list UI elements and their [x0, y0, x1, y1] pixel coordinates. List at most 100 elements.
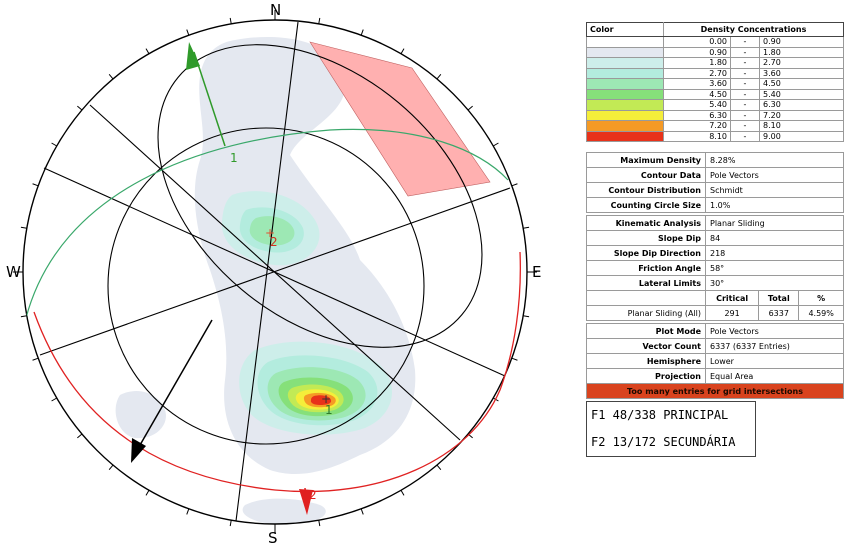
degree-tick — [32, 357, 39, 361]
legend-swatch — [586, 36, 664, 48]
critical-value: 291 — [704, 305, 760, 321]
table-row: Lateral Limits 30° — [586, 275, 844, 291]
pole-1-label: 1 — [325, 403, 333, 417]
contour-level-1b — [115, 390, 166, 439]
legend-swatch — [586, 130, 664, 142]
legend-max: 3.60 — [759, 67, 844, 79]
legend-sep: - — [730, 109, 760, 121]
great-circle-plane-2 — [33, 251, 521, 493]
legend-row: 4.50-5.40 — [586, 88, 844, 100]
table-row: Counting Circle Size 1.0% — [586, 197, 844, 213]
table-row: Slope Dip 84 — [586, 230, 844, 246]
contour-level-9 — [310, 395, 332, 405]
grid-warning: Too many entries for grid intersections — [586, 383, 844, 399]
legend-max: 0.90 — [759, 36, 844, 48]
degree-tick — [186, 29, 190, 36]
legend-row: 2.70-3.60 — [586, 67, 844, 79]
percent-value: 4.59% — [798, 305, 844, 321]
planar-sliding-row-label: Planar Sliding (All) — [586, 305, 706, 321]
legend-sep: - — [730, 57, 760, 69]
legend-row: 6.30-7.20 — [586, 109, 844, 121]
contour-distribution-label: Contour Distribution — [586, 182, 706, 198]
svg-text:+: + — [321, 392, 331, 406]
table-row: Planar Sliding (All) 291 6337 4.59% — [586, 305, 844, 321]
contour-data-value: Pole Vectors — [705, 167, 844, 183]
critical-header: Critical — [704, 290, 760, 306]
legend-max: 1.80 — [759, 46, 844, 58]
legend-min: 2.70 — [663, 67, 731, 79]
legend-swatch — [586, 57, 664, 69]
legend-sep: - — [730, 88, 760, 100]
legend-row: 0.90-1.80 — [586, 46, 844, 58]
degree-tick — [523, 226, 530, 229]
vector-count-value: 6337 (6337 Entries) — [705, 338, 844, 354]
degree-tick — [360, 508, 364, 515]
contour-data-label: Contour Data — [586, 167, 706, 183]
set-f2-text: F2 13/172 SECUNDÁRIA — [591, 435, 736, 449]
plane-1-label: 1 — [230, 151, 238, 165]
legend-row: 3.60-4.50 — [586, 78, 844, 90]
degree-tick — [108, 464, 114, 470]
legend-density-header: Density Concentrations — [663, 22, 844, 37]
legend-min: 7.20 — [663, 120, 731, 132]
contour-info-table: Maximum Density 8.28% Contour Data Pole … — [586, 152, 844, 213]
legend-rows: 0.00-0.90 0.90-1.80 1.80-2.70 2.70-3.60 3.60… — [586, 36, 844, 142]
legend-sep: - — [730, 120, 760, 132]
degree-tick — [492, 142, 499, 147]
total-value: 6337 — [758, 305, 800, 321]
legend-sep: - — [730, 130, 760, 142]
legend-swatch — [586, 120, 664, 132]
total-header: Total — [758, 290, 800, 306]
west-label: W — [6, 263, 21, 281]
friction-angle-value: 58° — [705, 260, 844, 276]
slope-dip-direction-label: Slope Dip Direction — [586, 245, 706, 261]
legend-sep: - — [730, 67, 760, 79]
lateral-limits-label: Lateral Limits — [586, 275, 706, 291]
degree-tick — [523, 315, 530, 318]
legend-max: 2.70 — [759, 57, 844, 69]
density-contours — [115, 36, 491, 524]
table-row: Kinematic Analysis Planar Sliding — [586, 215, 844, 231]
legend-max: 4.50 — [759, 78, 844, 90]
vector-count-label: Vector Count — [586, 338, 706, 354]
legend-max: 7.20 — [759, 109, 844, 121]
contour-distribution-value: Schmidt — [705, 182, 844, 198]
degree-tick — [229, 17, 232, 24]
table-row: Friction Angle 58° — [586, 260, 844, 276]
hemisphere-value: Lower — [705, 353, 844, 369]
degree-tick — [360, 29, 364, 36]
degree-tick — [511, 183, 518, 187]
legend-swatch — [586, 88, 664, 100]
degree-tick — [436, 74, 442, 80]
legend-color-header: Color — [586, 22, 664, 37]
degree-tick — [145, 48, 150, 55]
legend-min: 5.40 — [663, 99, 731, 111]
joint-sets-box: F1 48/338 PRINCIPAL F2 13/172 SECUNDÁRIA — [586, 401, 756, 457]
arrow-green — [186, 42, 226, 147]
legend-min: 6.30 — [663, 109, 731, 121]
legend-swatch — [586, 78, 664, 90]
legend-row: 7.20-8.10 — [586, 120, 844, 132]
great-circle-plane-1 — [25, 128, 509, 319]
lateral-limit-line-1 — [235, 21, 299, 522]
legend-min: 4.50 — [663, 88, 731, 100]
table-row: Contour Data Pole Vectors — [586, 167, 844, 183]
legend-min: 0.00 — [663, 36, 731, 48]
legend-sep: - — [730, 46, 760, 58]
stereonet-plot: + + 1 2 1 2 N S E W — [6, 1, 541, 547]
degree-tick — [400, 48, 405, 55]
degree-ticks — [13, 10, 537, 534]
degree-tick — [51, 142, 58, 147]
table-row: Maximum Density 8.28% — [586, 152, 844, 168]
degree-tick — [32, 183, 39, 187]
density-legend: Color Density Concentrations 0.00-0.90 0.… — [586, 22, 844, 142]
legend-min: 1.80 — [663, 57, 731, 69]
pole-2-label: 2 — [270, 235, 278, 249]
degree-tick — [77, 433, 83, 439]
degree-tick — [467, 105, 473, 111]
set-f1-text: F1 48/338 PRINCIPAL — [591, 408, 729, 422]
north-label: N — [270, 1, 281, 19]
legend-row: 5.40-6.30 — [586, 99, 844, 111]
degree-tick — [20, 226, 27, 229]
arrow-black — [131, 319, 213, 463]
